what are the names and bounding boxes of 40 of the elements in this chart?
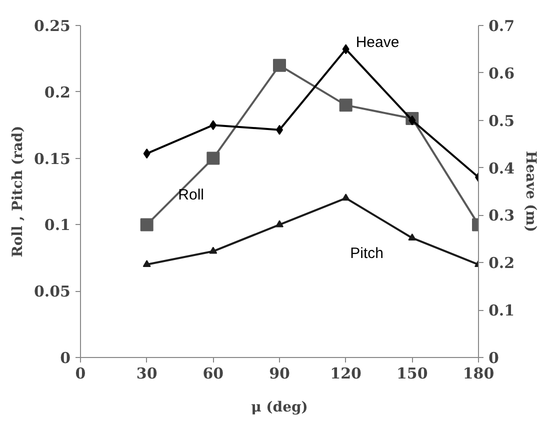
point	[210, 120, 217, 130]
point	[206, 152, 220, 165]
point	[209, 246, 218, 254]
point	[342, 194, 350, 201]
y-tick-label: 0.05	[34, 282, 71, 301]
x-tick-label: 60	[202, 364, 224, 382]
x-tick-label: 180	[462, 364, 494, 382]
y2-tick-label: 0.4	[488, 159, 515, 178]
point	[143, 148, 150, 159]
y2-axis-title: Heave (m)	[522, 150, 539, 232]
point	[142, 260, 151, 268]
x-tick-label: 30	[136, 364, 158, 382]
point	[408, 233, 416, 240]
point	[408, 115, 416, 126]
y2-tick-label: 0	[488, 349, 499, 367]
y2-tick-label: 0.5	[488, 112, 515, 130]
y2-tick-label: 0.1	[488, 302, 515, 320]
x-tick-label: 90	[269, 364, 290, 382]
point	[140, 218, 154, 232]
y2-tick-label: 0.2	[488, 254, 515, 272]
y-tick-label: 0.2	[44, 83, 71, 102]
series-label: Heave	[356, 34, 400, 52]
point	[342, 44, 350, 54]
y-tick-label: 0.1	[44, 216, 71, 234]
y-tick-label: 0.15	[34, 150, 71, 168]
x-axis-title: μ (deg)	[251, 400, 308, 416]
x-tick-label: 150	[396, 364, 428, 382]
y-tick-label: 0	[60, 349, 70, 367]
y-axis-title: Roll , Pitch (rad)	[10, 126, 26, 258]
x-tick-label: 0	[75, 364, 86, 382]
y2-tick-label: 0.6	[488, 64, 515, 82]
point	[276, 220, 284, 228]
x-tick-label: 120	[330, 364, 362, 382]
series-label: Roll	[178, 186, 204, 204]
y2-tick-label: 0.7	[488, 17, 515, 35]
y-tick-label: 0.25	[34, 17, 71, 35]
series-label: Pitch	[350, 244, 384, 262]
y2-tick-label: 0.3	[488, 206, 515, 225]
point	[273, 58, 286, 72]
point	[339, 98, 352, 112]
